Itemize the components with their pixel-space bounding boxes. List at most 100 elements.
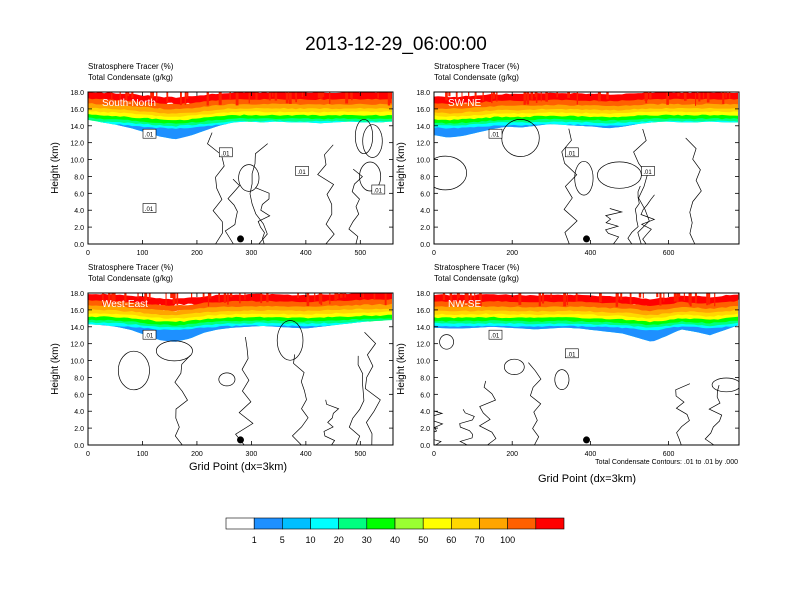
y-tick-label: 4.0 (74, 208, 84, 215)
tracer-stripe (677, 92, 680, 97)
x-axis-label-nw-se: Grid Point (dx=3km) (538, 473, 636, 485)
condensate-contour (255, 187, 271, 244)
tracer-stripe (448, 92, 451, 97)
tracer-stripe (535, 92, 538, 103)
x-tick-label: 200 (191, 451, 203, 458)
y-tick-label: 4.0 (420, 208, 430, 215)
plot-area: .01 .01 .01 (434, 92, 739, 244)
colorbar-box (253, 517, 283, 530)
condensate-contour (317, 144, 335, 244)
condensate-contour (224, 178, 240, 244)
x-tick-label: 300 (246, 250, 258, 257)
x-tick-label: 600 (663, 451, 675, 458)
tracer-stripe (108, 293, 111, 305)
panel-subtitle-condensate: Total Condensate (g/kg) (434, 274, 519, 283)
panel-subtitle-condensate: Total Condensate (g/kg) (88, 73, 173, 82)
colorbar-box (281, 517, 311, 530)
condensate-contour (633, 128, 650, 244)
condensate-contour (249, 143, 268, 244)
x-tick-label: 400 (585, 451, 597, 458)
contour-label: .01 (145, 207, 154, 213)
y-tick-label: 16.0 (70, 308, 84, 315)
tracer-band (434, 325, 738, 342)
tracer-stripe (336, 293, 339, 299)
plot-area: .01 .01 (434, 293, 739, 445)
condensate-contour (604, 208, 624, 244)
tracer-stripe (656, 293, 659, 298)
colorbar-label: 20 (334, 535, 344, 545)
tracer-stripe (556, 92, 558, 98)
location-marker (583, 436, 590, 444)
panel-west-east: .01 West-East Stratosphere Tracer (%) Total… (50, 263, 394, 458)
tracer-stripe (119, 92, 121, 104)
tracer-stripe (673, 293, 677, 302)
tracer-stripe (125, 92, 128, 101)
y-axis-label: Height (km) (396, 142, 407, 194)
y-tick-label: 6.0 (420, 191, 430, 198)
contour-label-box (564, 348, 579, 359)
tracer-stripe (666, 92, 669, 105)
tracer-stripe (113, 293, 116, 303)
y-tick-label: 16.0 (416, 107, 430, 114)
contour-label-box (219, 147, 233, 158)
y-tick-label: 14.0 (416, 325, 430, 332)
y-tick-label: 12.0 (70, 141, 84, 148)
colorbar-label: 100 (500, 535, 515, 545)
tracer-stripe (289, 92, 292, 104)
tracer-stripe (229, 92, 231, 99)
tracer-stripe (534, 92, 538, 97)
panel-subtitle-tracer: Stratosphere Tracer (%) (88, 263, 174, 272)
location-marker (237, 235, 244, 243)
condensate-contour (117, 350, 150, 391)
colorbar-box (535, 517, 565, 530)
x-tick-label: 0 (432, 250, 436, 257)
tracer-stripe (321, 92, 325, 97)
tracer-stripe (455, 92, 458, 102)
tracer-stripe (688, 293, 691, 305)
condensate-contour (362, 124, 383, 158)
tracer-band (434, 120, 738, 138)
tracer-stripe (646, 92, 648, 101)
tracer-stripe (706, 293, 709, 306)
tracer-stripe (464, 293, 468, 303)
tracer-stripe (449, 293, 453, 302)
tracer-stripe (266, 293, 269, 303)
tracer-stripe (468, 92, 470, 101)
panel-nw-se: .01 .01 NW-SE Stratosphere Tracer (%) Total … (396, 263, 740, 458)
tracer-stripe (545, 92, 548, 102)
condensate-contour (503, 358, 525, 375)
x-tick-label: 200 (191, 250, 203, 257)
x-tick-label: 400 (300, 250, 312, 257)
tracer-stripe (642, 293, 644, 299)
tracer-stripe (474, 293, 476, 306)
tracer-stripe (373, 293, 376, 300)
y-axis-label: Height (km) (50, 343, 61, 395)
tracer-stripe (229, 293, 233, 298)
tracer-stripe (678, 293, 681, 298)
condensate-contour (675, 383, 691, 445)
condensate-contour (218, 372, 236, 387)
y-tick-label: 18.0 (416, 90, 430, 97)
tracer-stripe (702, 92, 705, 99)
condensate-contour (554, 369, 570, 390)
contour-label: .01 (221, 151, 230, 157)
colorbar-box (366, 517, 396, 530)
tracer-stripe (606, 92, 609, 100)
contour-label: .01 (567, 151, 576, 157)
y-tick-label: 0.0 (420, 443, 430, 450)
y-axis-label: Height (km) (50, 142, 61, 194)
tracer-stripe (698, 92, 701, 102)
tracer-stripe (218, 293, 220, 302)
tracer-stripe (227, 293, 229, 305)
contour-label: .01 (491, 133, 500, 139)
tracer-stripe (458, 293, 460, 298)
x-tick-label: 0 (432, 451, 436, 458)
tracer-stripe (530, 92, 533, 100)
y-tick-label: 4.0 (420, 409, 430, 416)
condensate-contour (439, 334, 454, 350)
colorbar-box (394, 517, 424, 530)
colorbar: 1 5 10 20 30 40 50 60 70 100 (225, 517, 565, 545)
tracer-stripe (148, 293, 151, 299)
condensate-contour (155, 340, 193, 362)
y-tick-label: 6.0 (74, 392, 84, 399)
